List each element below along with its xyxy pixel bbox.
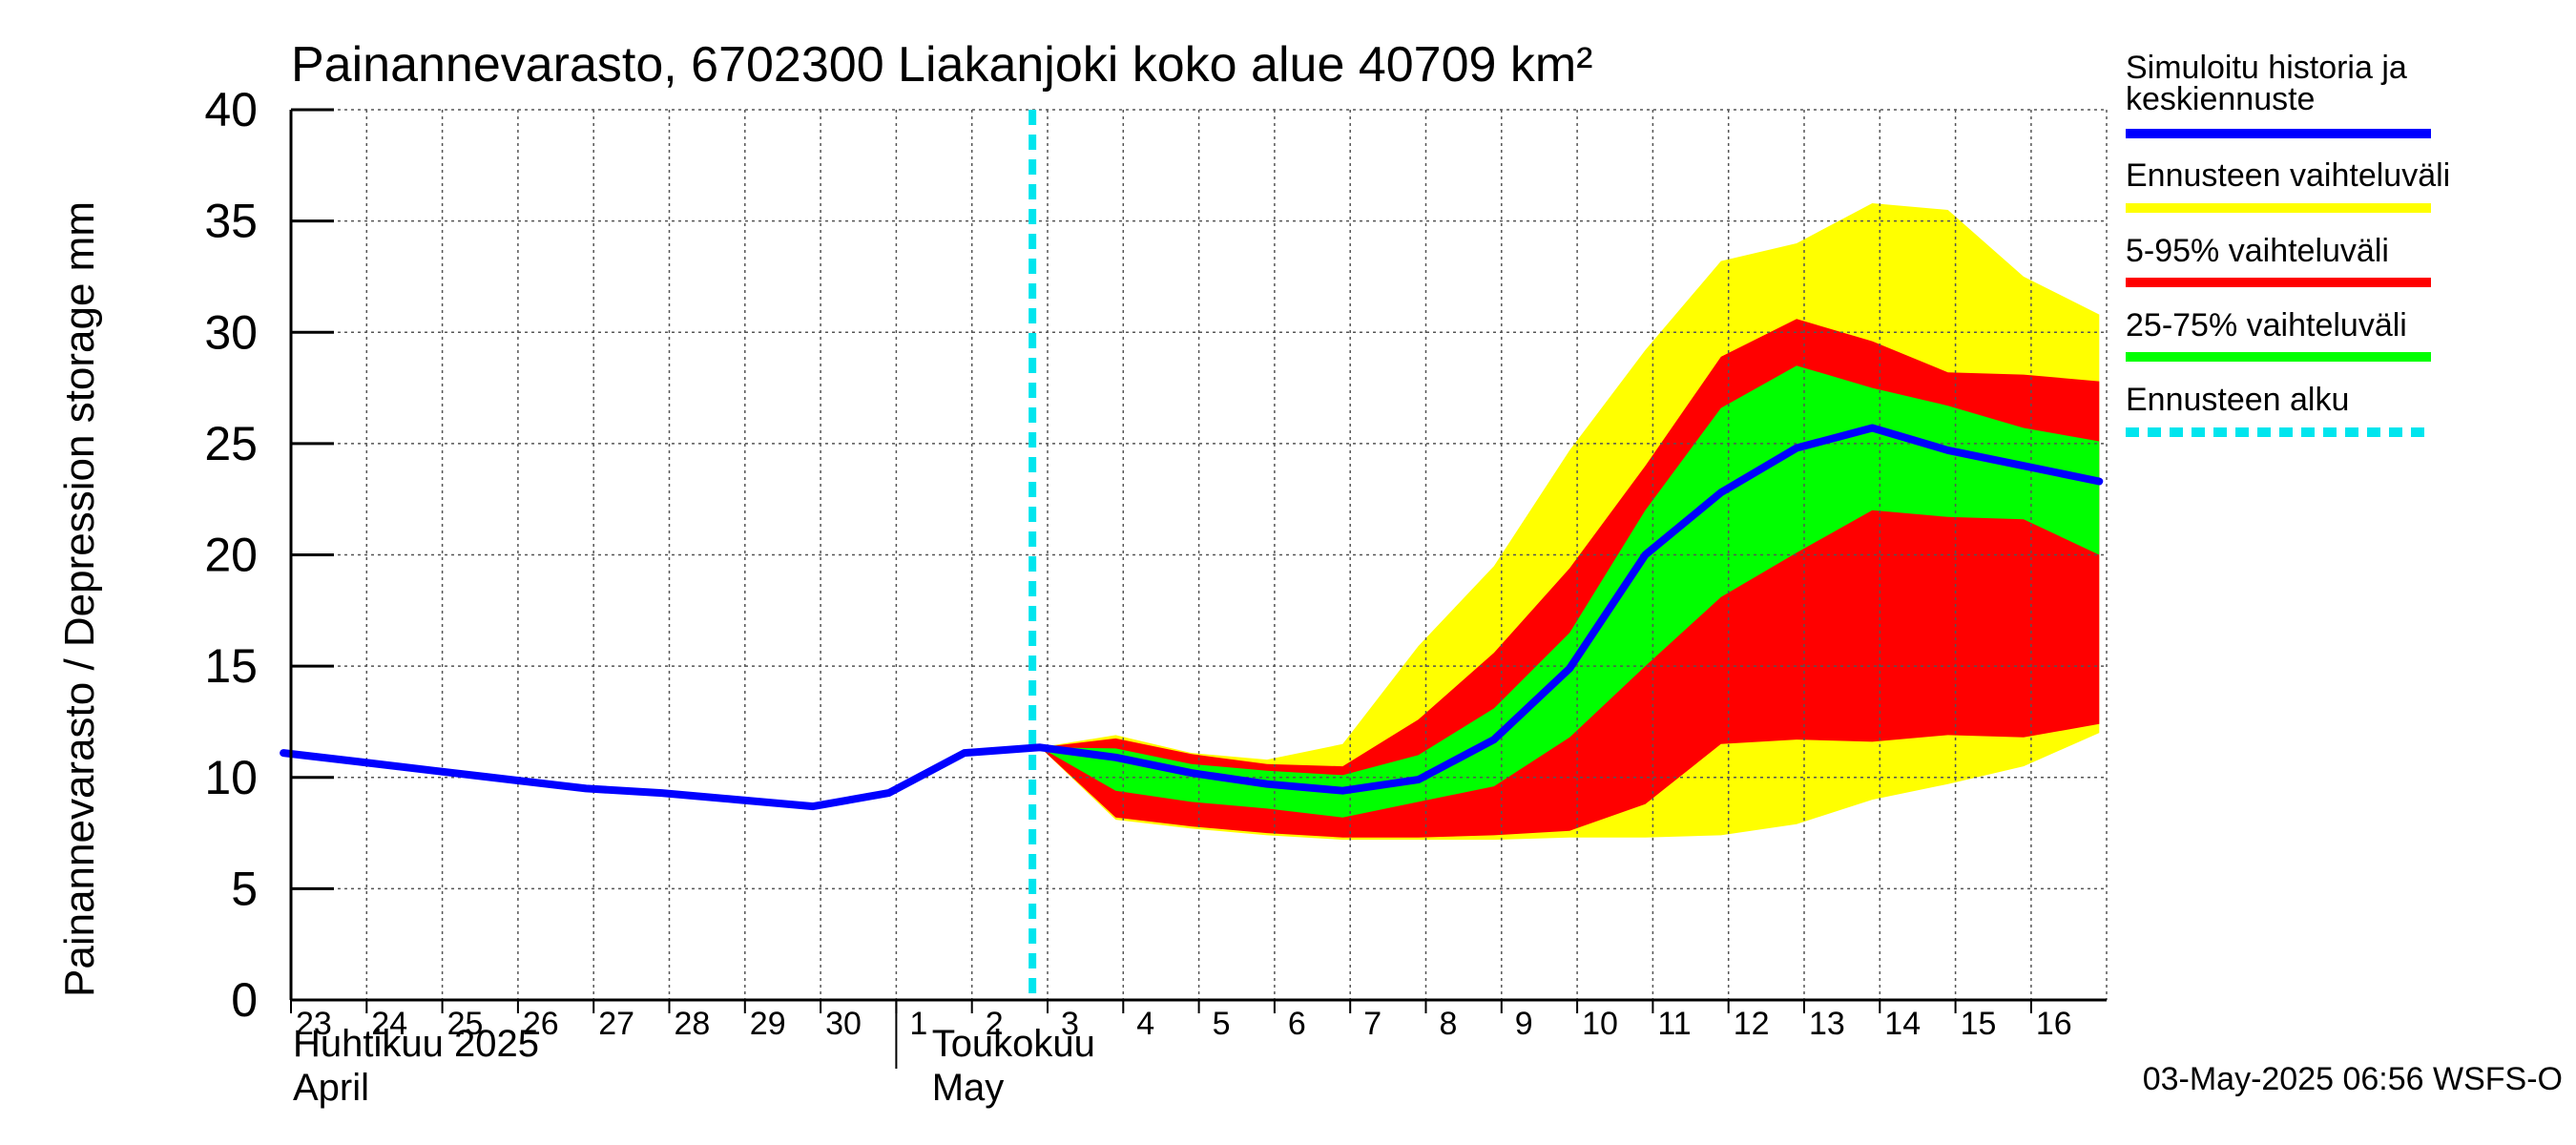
x-day-label-8: 1 — [909, 1006, 927, 1042]
legend-text-2-0: 5-95% vaihteluväli — [2126, 233, 2389, 269]
x-day-label-23: 16 — [2036, 1006, 2072, 1042]
x-axis-ticks: 23 24 25 26 27 28 29 30 1 2 3 4 5 6 7 8 9 10 11 12 13 14 15 16 — [290, 1000, 2072, 1042]
y-axis-ticks: 0 5 10 15 20 25 30 35 40 — [204, 83, 334, 1027]
x-day-label-1: 24 — [371, 1006, 407, 1042]
x-day-label-20: 13 — [1809, 1006, 1845, 1042]
x-day-label-14: 7 — [1363, 1006, 1381, 1042]
forecast-bands — [1040, 203, 2100, 841]
x-day-label-7: 30 — [825, 1006, 862, 1042]
x-day-label-3: 26 — [523, 1006, 559, 1042]
y-tick-label-1: 5 — [231, 862, 258, 915]
x-day-label-18: 11 — [1657, 1006, 1691, 1042]
x-day-label-5: 28 — [675, 1006, 711, 1042]
month-label-1-line2: May — [932, 1067, 1005, 1109]
y-tick-label-2: 10 — [204, 751, 258, 804]
y-tick-label-0: 0 — [231, 973, 258, 1027]
x-day-label-21: 14 — [1884, 1006, 1921, 1042]
grid-lines — [291, 109, 2108, 1000]
legend-text-0-1: keskiennuste — [2126, 81, 2315, 117]
legend-text-1-0: Ennusteen vaihteluväli — [2126, 157, 2450, 194]
x-day-label-16: 9 — [1515, 1006, 1533, 1042]
y-tick-label-8: 40 — [204, 83, 258, 136]
legend-text-0-0: Simuloitu historia ja — [2126, 50, 2407, 86]
x-day-label-19: 12 — [1734, 1006, 1770, 1042]
x-day-label-6: 29 — [750, 1006, 786, 1042]
y-tick-label-4: 20 — [204, 529, 258, 582]
x-day-label-13: 6 — [1288, 1006, 1306, 1042]
x-day-label-15: 8 — [1440, 1006, 1458, 1042]
x-day-label-4: 27 — [598, 1006, 634, 1042]
timestamp-footer: 03-May-2025 06:56 WSFS-O — [2143, 1061, 2563, 1097]
x-day-label-0: 23 — [296, 1006, 332, 1042]
legend-text-4-0: Ennusteen alku — [2126, 382, 2349, 418]
x-day-label-12: 5 — [1213, 1006, 1231, 1042]
median-line — [280, 424, 2104, 811]
x-day-label-10: 3 — [1061, 1006, 1079, 1042]
chart-title: Painannevarasto, 6702300 Liakanjoki koko… — [291, 37, 1593, 93]
y-tick-label-6: 30 — [204, 305, 258, 359]
y-tick-label-5: 25 — [204, 417, 258, 470]
x-day-label-9: 2 — [986, 1006, 1004, 1042]
y-tick-label-3: 15 — [204, 639, 258, 693]
month-label-0-line2: April — [293, 1067, 369, 1109]
y-axis-label: Painannevarasto / Depression storage mm — [56, 201, 103, 997]
x-day-label-2: 25 — [447, 1006, 484, 1042]
month-label-0-line1: Huhtikuu 2025 — [293, 1023, 539, 1065]
median-line-group — [280, 424, 2104, 811]
x-day-label-17: 10 — [1582, 1006, 1618, 1042]
month-label-1-line1: Toukokuu — [932, 1023, 1095, 1065]
band-3 — [1040, 365, 2100, 818]
x-day-label-22: 15 — [1961, 1006, 1997, 1042]
y-tick-label-7: 35 — [204, 195, 258, 248]
x-day-label-11: 4 — [1136, 1006, 1154, 1042]
legend-text-3-0: 25-75% vaihteluväli — [2126, 307, 2407, 344]
